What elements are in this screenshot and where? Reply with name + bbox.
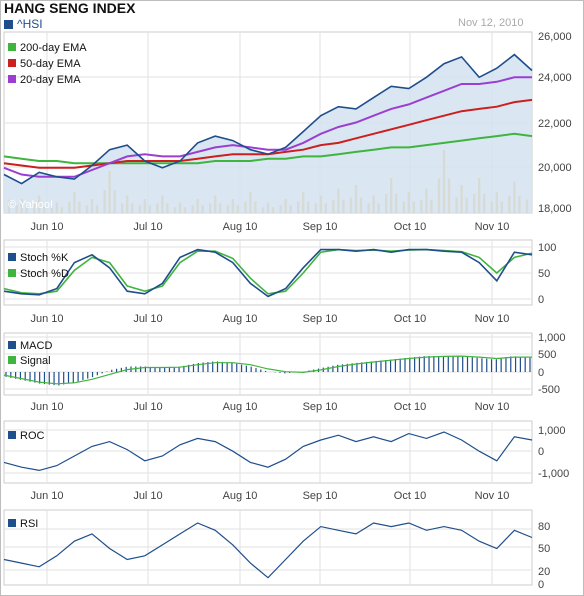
rsi-ytick: 0 (538, 579, 544, 591)
stoch-k-legend-label: Stoch %K (20, 252, 69, 264)
ticker-swatch (4, 19, 13, 29)
stoch-k-legend-swatch (8, 253, 16, 261)
price-line (3, 53, 533, 185)
price-area (4, 54, 532, 213)
price-month-label: Jul 10 (133, 221, 162, 233)
stoch-ytick: 50 (538, 268, 550, 280)
stoch-month-label: Sep 10 (303, 313, 338, 325)
rsi-legend-label: RSI (20, 518, 38, 530)
chart-title: HANG SENG INDEX (4, 0, 136, 16)
roc-month-label: Jun 10 (30, 490, 63, 502)
stoch-month-label: Aug 10 (223, 313, 258, 325)
roc-line (3, 431, 533, 472)
macd-legend-swatch (8, 341, 16, 349)
price-month-label: Sep 10 (303, 221, 338, 233)
20-day-ema-line (3, 76, 532, 178)
roc-ytick: 1,000 (538, 425, 566, 437)
macd-month-label: Jul 10 (133, 401, 162, 413)
ticker-symbol: ^HSI (17, 17, 43, 31)
stoch-d-legend-swatch (8, 269, 16, 277)
stoch-month-label: Jul 10 (133, 313, 162, 325)
macd-ytick: 0 (538, 367, 544, 379)
macd-ytick: 500 (538, 349, 556, 361)
rsi-ytick: 20 (538, 566, 550, 578)
ema20-legend-label: 20-day EMA (20, 74, 81, 86)
macd-month-label: Oct 10 (394, 401, 426, 413)
rsi-ytick: 80 (538, 521, 550, 533)
signal-legend-label: Signal (20, 355, 51, 367)
stoch-month-label: Nov 10 (475, 313, 510, 325)
roc-month-label: Sep 10 (303, 490, 338, 502)
macd-legend-label: MACD (20, 340, 52, 352)
stoch-month-label: Jun 10 (30, 313, 63, 325)
price-ytick: 22,000 (538, 118, 572, 130)
macd-month-label: Jun 10 (30, 401, 63, 413)
ema20-legend-swatch (8, 75, 16, 83)
200-day-ema-line (3, 132, 533, 165)
yahoo-watermark: © Yahoo! (8, 199, 53, 211)
ema50-legend-swatch (8, 59, 16, 67)
roc-month-label: Oct 10 (394, 490, 426, 502)
roc-month-label: Jul 10 (133, 490, 162, 502)
price-ytick: 18,000 (538, 203, 572, 215)
ticker-label: ^HSI (4, 17, 43, 31)
ema200-legend-swatch (8, 43, 16, 51)
price-month-label: Nov 10 (475, 221, 510, 233)
rsi-ytick: 50 (538, 543, 550, 555)
rsi-line (3, 522, 533, 579)
stoch-d-legend-label: Stoch %D (20, 268, 69, 280)
roc-month-label: Aug 10 (223, 490, 258, 502)
rsi-legend-swatch (8, 519, 16, 527)
roc-legend-swatch (8, 431, 16, 439)
stoch-month-label: Oct 10 (394, 313, 426, 325)
price-month-label: Oct 10 (394, 221, 426, 233)
macd-month-label: Nov 10 (475, 401, 510, 413)
roc-month-label: Nov 10 (475, 490, 510, 502)
macd-ytick: -500 (538, 384, 560, 396)
price-ytick: 20,000 (538, 162, 572, 174)
roc-ytick: -1,000 (538, 468, 569, 480)
roc-ytick: 0 (538, 446, 544, 458)
signal-line (3, 355, 532, 385)
stoch-ytick: 100 (538, 242, 556, 254)
ema50-legend-label: 50-day EMA (20, 58, 81, 70)
stoch-ytick: 0 (538, 294, 544, 306)
chart-date: Nov 12, 2010 (458, 17, 524, 29)
price-ytick: 24,000 (538, 72, 572, 84)
stoch-k-line (3, 248, 533, 298)
signal-legend-swatch (8, 356, 16, 364)
price-month-label: Aug 10 (223, 221, 258, 233)
roc-legend-label: ROC (20, 430, 45, 442)
price-month-label: Jun 10 (30, 221, 63, 233)
macd-month-label: Aug 10 (223, 401, 258, 413)
macd-month-label: Sep 10 (303, 401, 338, 413)
price-ytick: 26,000 (538, 31, 572, 43)
macd-ytick: 1,000 (538, 332, 566, 344)
ema200-legend-label: 200-day EMA (20, 42, 87, 54)
